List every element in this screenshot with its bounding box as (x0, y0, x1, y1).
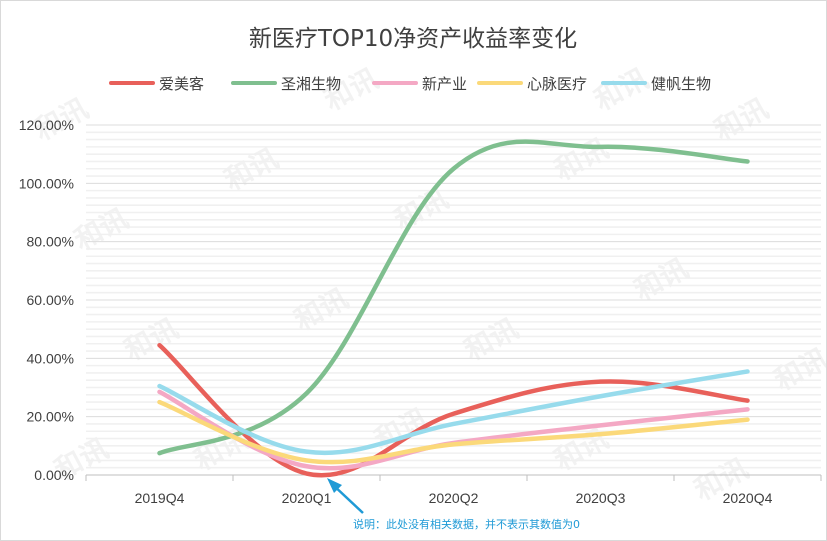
legend-label: 新产业 (422, 75, 467, 93)
series-line (157, 369, 750, 456)
chart-title: 新医疗TOP10净资产收益率变化 (249, 26, 577, 52)
watermark-text: 和讯 (629, 252, 694, 307)
watermark-text: 和讯 (769, 342, 826, 397)
y-tick-label: 100.00% (19, 175, 74, 191)
x-tick-label: 2020Q2 (429, 490, 479, 506)
x-axis: 2019Q4 2020Q1 2020Q2 2020Q3 2020Q4 (85, 474, 822, 506)
series-line (157, 139, 750, 456)
annotation-arrowhead (327, 478, 342, 493)
legend: 爱美客 圣湘生物 新产业 心脉医疗 健帆生物 (109, 75, 711, 93)
annotation-text: 说明：此处没有相关数据，并不表示其数值为0 (353, 517, 580, 531)
legend-label: 圣湘生物 (281, 75, 341, 93)
y-tick-label: 60.00% (27, 292, 74, 308)
watermark-layer: 和讯和讯和讯和讯和讯和讯和讯和讯和讯和讯和讯和讯和讯和讯和讯和讯和讯和讯 (29, 62, 826, 507)
watermark-text: 和讯 (459, 312, 524, 367)
x-tick-label: 2020Q4 (723, 490, 773, 506)
series-layer (157, 139, 750, 478)
y-tick-label: 20.00% (27, 409, 74, 425)
series-line (157, 342, 750, 478)
x-tick-label: 2020Q1 (282, 490, 332, 506)
y-tick-label: 120.00% (19, 117, 74, 133)
watermark-text: 和讯 (589, 62, 654, 117)
x-tick-label: 2019Q4 (135, 490, 185, 506)
series-line (157, 399, 750, 465)
legend-label: 健帆生物 (651, 75, 711, 93)
legend-label: 爱美客 (159, 75, 204, 93)
no-data-annotation: 说明：此处没有相关数据，并不表示其数值为0 (327, 478, 580, 531)
y-axis: 0.00% 20.00% 40.00% 60.00% 80.00% 100.00% 120.… (19, 117, 74, 483)
gridlines (86, 124, 821, 476)
y-tick-label: 80.00% (27, 234, 74, 250)
x-tick-label: 2020Q3 (576, 490, 626, 506)
legend-label: 心脉医疗 (527, 75, 587, 93)
y-tick-label: 0.00% (34, 467, 74, 483)
y-tick-label: 40.00% (27, 350, 74, 366)
